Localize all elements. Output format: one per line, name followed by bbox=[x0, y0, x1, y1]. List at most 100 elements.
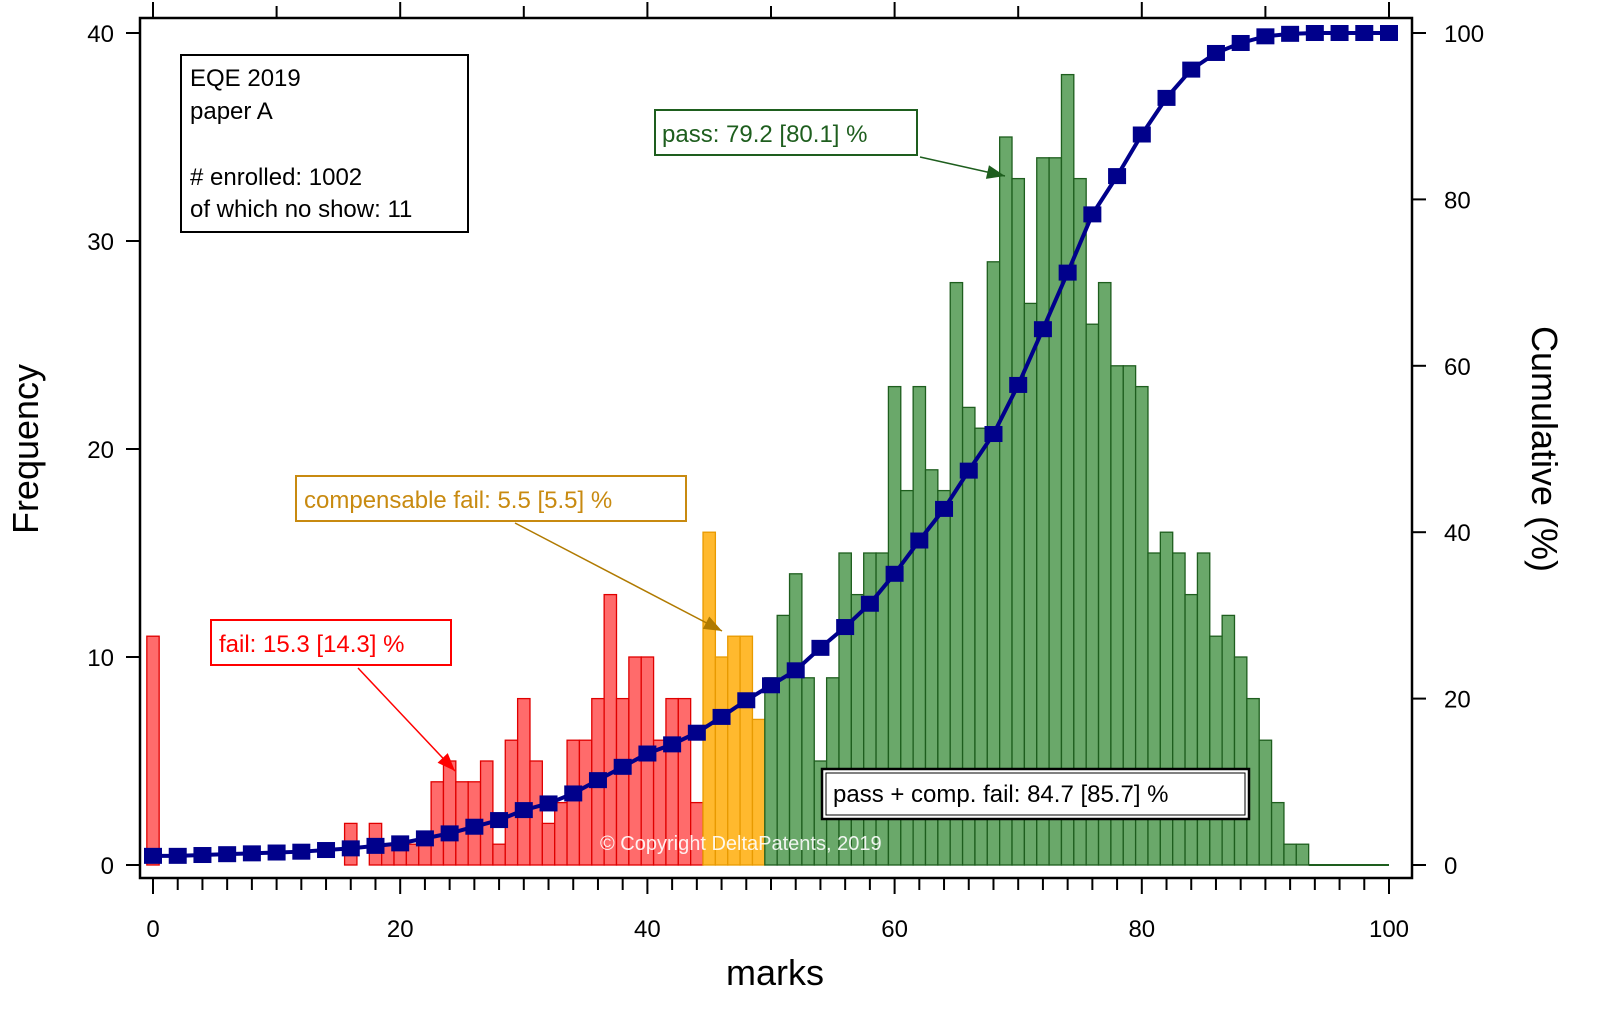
bar-pass-84 bbox=[1184, 593, 1199, 866]
compensable-fail-arrow-line bbox=[514, 522, 723, 632]
bar-pass-75 bbox=[1073, 177, 1087, 866]
x-tick-label: 60 bbox=[881, 916, 908, 943]
cumulative-marker-74 bbox=[1058, 264, 1077, 281]
y2-tick-label: 0 bbox=[1444, 853, 1457, 880]
cumulative-marker-8 bbox=[242, 845, 261, 862]
bar-pass-72 bbox=[1036, 157, 1050, 866]
cumulative-marker-14 bbox=[317, 842, 336, 859]
cumulative-marker-4 bbox=[193, 847, 212, 864]
cumulative-marker-76 bbox=[1083, 206, 1102, 223]
y2-tick-label: 60 bbox=[1444, 354, 1471, 381]
pass-plus-comp-box bbox=[820, 767, 1251, 821]
cumulative-marker-46 bbox=[712, 708, 731, 725]
cumulative-marker-44 bbox=[687, 724, 706, 741]
bar-pass-73 bbox=[1048, 157, 1063, 866]
cumulative-marker-10 bbox=[267, 844, 286, 861]
cumulative-marker-32 bbox=[539, 795, 558, 812]
cumulative-marker-30 bbox=[514, 802, 533, 819]
bar-fail-30 bbox=[516, 697, 531, 866]
bar-pass-92 bbox=[1283, 843, 1297, 866]
bar-compensable-fail-47 bbox=[727, 635, 741, 866]
cumulative-marker-28 bbox=[490, 812, 509, 829]
pass-plus-comp-inner-box bbox=[825, 772, 1246, 816]
bar-compensable-fail-45 bbox=[702, 531, 717, 866]
cumulative-marker-86 bbox=[1206, 44, 1225, 61]
pass-label: pass: 79.2 [80.1] % bbox=[662, 121, 867, 148]
cumulative-marker-24 bbox=[440, 825, 459, 842]
info-box bbox=[180, 54, 469, 233]
bar-pass-51 bbox=[776, 614, 791, 866]
cumulative-marker-50 bbox=[762, 677, 780, 694]
cumulative-marker-80 bbox=[1132, 126, 1151, 143]
bar-pass-91 bbox=[1270, 801, 1285, 866]
cumulative-marker-12 bbox=[292, 843, 311, 860]
cumulative-marker-84 bbox=[1182, 61, 1201, 78]
cumulative-marker-48 bbox=[737, 692, 756, 709]
fail-label-box bbox=[210, 619, 452, 666]
fail-arrow-head bbox=[437, 753, 455, 771]
bar-fail-22 bbox=[418, 843, 432, 866]
x-tick-label: 40 bbox=[634, 916, 661, 943]
bar-fail-23 bbox=[430, 781, 445, 866]
cumulative-marker-54 bbox=[811, 639, 830, 656]
cumulative-marker-52 bbox=[786, 662, 805, 679]
y-tick-label: 10 bbox=[87, 645, 114, 672]
y-tick-label: 0 bbox=[101, 853, 114, 880]
pass-arrow-head bbox=[985, 165, 1005, 179]
cumulative-marker-42 bbox=[663, 736, 682, 753]
cumulative-marker-98 bbox=[1355, 25, 1374, 41]
cumulative-marker-70 bbox=[1009, 376, 1028, 393]
cumulative-series bbox=[144, 25, 1398, 864]
y-axis-label: Frequency bbox=[5, 364, 46, 534]
cumulative-marker-0 bbox=[144, 847, 162, 864]
cumulative-marker-62 bbox=[910, 532, 929, 549]
info-box-line-4: of which no show: 11 bbox=[190, 196, 412, 223]
cumulative-marker-34 bbox=[564, 785, 583, 802]
x-tick-label: 20 bbox=[387, 916, 414, 943]
bar-fail-0 bbox=[146, 635, 160, 866]
cumulative-marker-22 bbox=[415, 830, 434, 847]
bar-pass-70 bbox=[1011, 177, 1026, 866]
cumulative-marker-20 bbox=[391, 835, 410, 852]
cumulative-marker-100 bbox=[1380, 25, 1398, 41]
bar-pass-69 bbox=[999, 136, 1013, 866]
copyright-watermark: © Copyright DeltaPatents, 2019 bbox=[600, 833, 882, 855]
y2-tick-label: 100 bbox=[1444, 21, 1484, 48]
y-tick-label: 40 bbox=[87, 21, 114, 48]
compensable-fail-arrow-head bbox=[702, 616, 722, 631]
bar-fail-32 bbox=[541, 822, 556, 866]
info-box-line-3: # enrolled: 1002 bbox=[190, 164, 362, 191]
cumulative-marker-96 bbox=[1330, 25, 1349, 41]
info-box-line-1: paper A bbox=[190, 98, 273, 125]
bar-pass-86 bbox=[1209, 635, 1223, 866]
y-tick-label: 20 bbox=[87, 437, 114, 464]
y2-axis-label: Cumulative (%) bbox=[1524, 326, 1565, 572]
bar-pass-93 bbox=[1295, 843, 1310, 866]
cumulative-marker-6 bbox=[218, 846, 237, 863]
pass-label-box bbox=[654, 109, 918, 156]
cumulative-marker-64 bbox=[935, 500, 954, 517]
info-box-line-0: EQE 2019 bbox=[190, 65, 301, 92]
cumulative-marker-94 bbox=[1305, 25, 1324, 41]
cumulative-marker-82 bbox=[1157, 89, 1176, 106]
y2-tick-label: 40 bbox=[1444, 520, 1471, 547]
bar-pass-57 bbox=[850, 593, 865, 866]
cumulative-marker-36 bbox=[588, 772, 607, 789]
bar-fail-34 bbox=[566, 739, 581, 866]
cumulative-marker-18 bbox=[366, 837, 385, 854]
bar-fail-24 bbox=[442, 760, 457, 866]
axes: 0 20 40 60 80 100 0 10 20 30 40 0 20 40 60 80 100 marks Fr… bbox=[5, 2, 1565, 993]
compensable-fail-label-box bbox=[295, 475, 687, 522]
bar-fail-37 bbox=[603, 593, 618, 866]
cumulative-marker-16 bbox=[341, 840, 360, 857]
y2-tick-label: 80 bbox=[1444, 187, 1471, 214]
bar-pass-87 bbox=[1221, 614, 1236, 866]
bar-compensable-fail-48 bbox=[739, 635, 754, 866]
fail-label: fail: 15.3 [14.3] % bbox=[219, 631, 404, 658]
histogram-bars bbox=[146, 73, 1310, 866]
y2-tick-label: 20 bbox=[1444, 687, 1471, 714]
bar-pass-74 bbox=[1060, 73, 1075, 866]
cumulative-marker-26 bbox=[465, 818, 484, 835]
x-tick-label: 80 bbox=[1128, 916, 1155, 943]
